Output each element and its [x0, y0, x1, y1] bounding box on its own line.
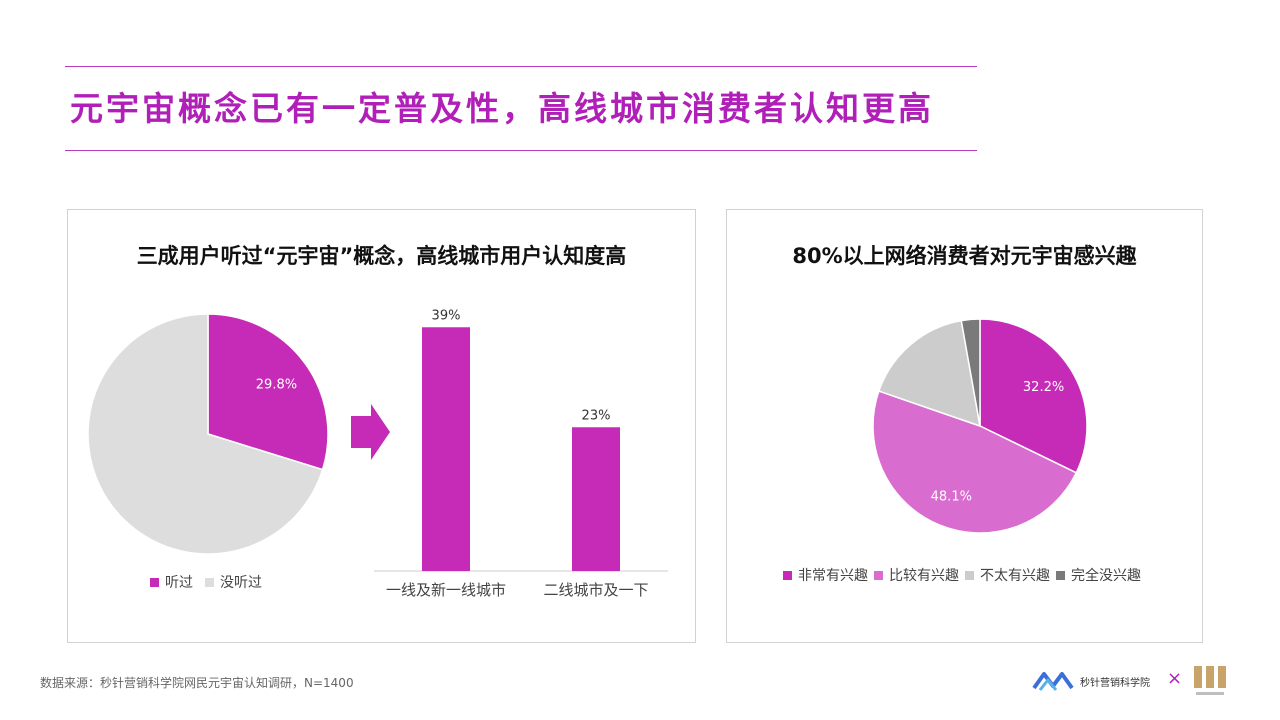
- interest-legend: 非常有兴趣 比较有兴趣 不太有兴趣 完全没兴趣: [783, 565, 1147, 585]
- legend-swatch-none: [1056, 570, 1065, 580]
- miaozhen-logo-icon: [1032, 672, 1074, 691]
- awareness-legend: 听过 没听过: [150, 572, 268, 592]
- title-rule-top: [65, 66, 977, 67]
- interest-slice-1: [872, 390, 1078, 534]
- legend-label-heard: 听过: [165, 575, 193, 591]
- bar-1: [572, 427, 620, 571]
- interest-slice-2: [877, 319, 981, 428]
- legend-item-not-heard: 没听过: [205, 572, 262, 592]
- bar-value-label-1: 23%: [582, 408, 611, 423]
- page-title: 元宇宙概念已有一定普及性，高线城市消费者认知更高: [70, 89, 934, 128]
- legend-label-not-heard: 没听过: [220, 575, 262, 591]
- legend-swatch-heard: [150, 577, 159, 587]
- awareness-panel: 三成用户听过“元宇宙”概念，高线城市用户认知度高 29.8% 39% 一线及新一线…: [67, 209, 696, 643]
- legend-item-not-very: 不太有兴趣: [965, 565, 1050, 585]
- legend-item-none: 完全没兴趣: [1056, 565, 1141, 585]
- interest-slice-3: [960, 318, 981, 427]
- legend-item-very: 非常有兴趣: [783, 565, 868, 585]
- awareness-charts: 29.8% 39% 一线及新一线城市 23% 二线城市及一下: [87, 308, 668, 599]
- awareness-pie: 29.8%: [87, 313, 329, 555]
- awareness-chart-title: 三成用户听过“元宇宙”概念，高线城市用户认知度高: [136, 244, 627, 268]
- legend-swatch-not-heard: [205, 577, 214, 587]
- interest-panel: 80%以上网络消费者对元宇宙感兴趣 32.2% 48.1% 非常有兴趣 比较有兴趣…: [726, 209, 1203, 643]
- bar-category-label-0: 一线及新一线城市: [386, 581, 506, 599]
- awareness-slice-1: [87, 313, 324, 555]
- interest-chart: 32.2% 48.1%: [872, 318, 1088, 534]
- legend-label-none: 完全没兴趣: [1071, 568, 1141, 584]
- legend-item-heard: 听过: [150, 572, 193, 592]
- interest-pie: 32.2% 48.1%: [872, 318, 1088, 534]
- interest-slice-0: [979, 318, 1088, 474]
- eci-awards-logo-icon: [1194, 666, 1226, 695]
- bar-0: [422, 327, 470, 571]
- bar-value-label-0: 39%: [432, 308, 461, 323]
- legend-swatch-fairly: [874, 570, 883, 580]
- interest-slice-label-1: 48.1%: [931, 489, 972, 504]
- partner-separator: ×: [1167, 668, 1183, 689]
- arrow-icon: [351, 404, 390, 460]
- awareness-slice-label-0: 29.8%: [256, 378, 297, 393]
- legend-label-not-very: 不太有兴趣: [980, 568, 1050, 584]
- brand-name: 秒针营销科学院: [1080, 677, 1150, 689]
- legend-label-fairly: 比较有兴趣: [889, 568, 959, 584]
- data-source-footnote: 数据来源：秒针营销科学院网民元宇宙认知调研，N=1400: [40, 676, 354, 690]
- interest-chart-title: 80%以上网络消费者对元宇宙感兴趣: [792, 244, 1137, 268]
- city-bar-chart: 39% 一线及新一线城市 23% 二线城市及一下: [374, 308, 668, 599]
- bar-category-label-1: 二线城市及一下: [543, 581, 648, 599]
- legend-swatch-very: [783, 570, 792, 580]
- legend-item-fairly: 比较有兴趣: [874, 565, 959, 585]
- awareness-slice-0: [207, 313, 329, 471]
- title-rule-bottom: [65, 150, 977, 151]
- legend-swatch-not-very: [965, 570, 974, 580]
- legend-label-very: 非常有兴趣: [798, 568, 868, 584]
- interest-slice-label-0: 32.2%: [1023, 380, 1064, 395]
- brand-block: 秒针营销科学院: [1032, 666, 1150, 696]
